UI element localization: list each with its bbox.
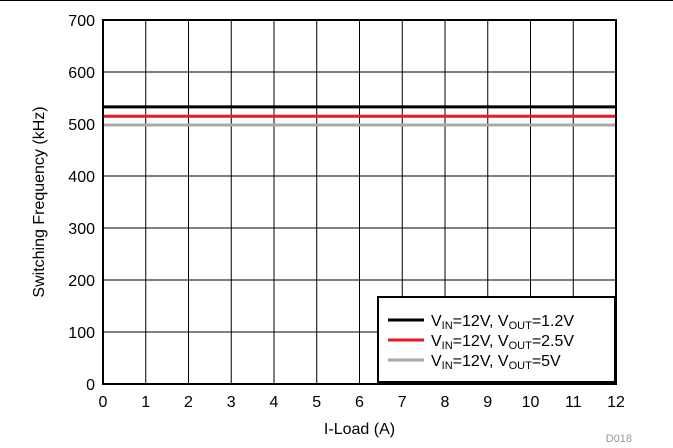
x-tick-label: 5	[312, 394, 321, 411]
y-tick-label: 400	[68, 169, 95, 186]
x-tick-label: 11	[565, 394, 582, 411]
x-tick-label: 6	[355, 394, 364, 411]
y-axis-label: Switching Frequency (kHz)	[31, 106, 48, 297]
x-tick-label: 9	[483, 394, 492, 411]
x-axis-label: I-Load (A)	[324, 421, 395, 438]
x-tick-label: 8	[441, 394, 450, 411]
top-border	[0, 0, 673, 1]
series-lines	[103, 105, 616, 127]
plot-area	[102, 19, 617, 385]
legend-label-1: VIN=12V, VOUT=1.2V	[431, 313, 574, 332]
x-tick-label: 1	[141, 394, 150, 411]
y-tick-label: 300	[68, 221, 95, 238]
y-tick-label: 700	[68, 13, 95, 30]
y-tick-label: 600	[68, 65, 95, 82]
y-tick-label: 200	[68, 273, 95, 290]
x-tick-label: 12	[607, 394, 625, 411]
figure-id: D018	[606, 433, 632, 445]
y-tick-label: 0	[86, 377, 95, 394]
x-tick-label: 7	[398, 394, 407, 411]
x-tick-label: 3	[227, 394, 236, 411]
x-tick-label: 10	[522, 394, 540, 411]
y-tick-label: 100	[68, 325, 95, 342]
legend-label-3: VIN=12V, VOUT=5V	[431, 353, 561, 372]
legend-box	[377, 296, 616, 383]
x-tick-label: 2	[184, 394, 193, 411]
x-tick-labels: 0 1 2 3 4 5 6 7 8 9 10 11 12	[99, 394, 625, 411]
y-tick-labels: 0 100 200 300 400 500 600 700	[68, 13, 95, 394]
x-tick-label: 4	[270, 394, 279, 411]
legend-label-2: VIN=12V, VOUT=2.5V	[431, 333, 574, 352]
y-tick-label: 500	[68, 117, 95, 134]
x-tick-label: 0	[99, 394, 108, 411]
